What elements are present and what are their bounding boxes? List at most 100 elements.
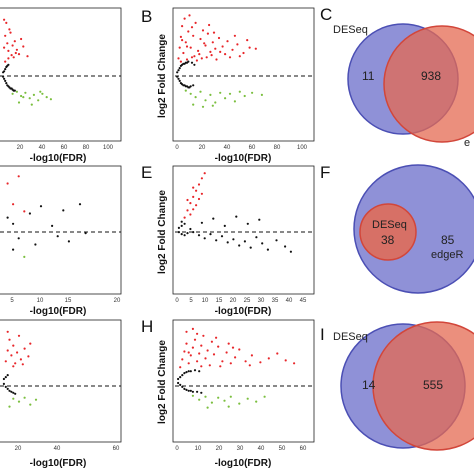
scatter-point (183, 372, 186, 375)
scatter-point (34, 243, 37, 246)
scatter-point (15, 48, 18, 51)
scatter-point (14, 362, 17, 365)
plot-frame (172, 319, 315, 443)
scatter-point (29, 403, 32, 406)
scatter-point (200, 177, 203, 180)
scatter-point (78, 203, 82, 206)
scatter-point (238, 90, 241, 93)
scatter-point (189, 213, 192, 216)
scatter-point (254, 47, 257, 50)
scatter-point (248, 46, 251, 49)
panel-letter: C (320, 5, 332, 24)
scatter-point (19, 358, 22, 361)
scatter-point (246, 222, 249, 225)
plot-frame (0, 165, 122, 295)
scatter-point (3, 46, 6, 49)
scatter-point (234, 356, 237, 359)
scatter-point (204, 99, 207, 102)
panel-F: F DESeq 38 85 edgeR (320, 163, 474, 294)
scatter-point (198, 53, 201, 56)
scatter-point (203, 237, 206, 240)
scatter-point (177, 77, 180, 80)
x-tick-label: 0 (175, 145, 179, 151)
scatter-point (12, 248, 15, 251)
scatter-point (193, 63, 196, 66)
scatter-point (183, 17, 186, 20)
scatter-point (199, 90, 202, 93)
x-axis-title: -log10(FDR) (30, 153, 87, 164)
x-tick-label: 40 (258, 446, 265, 452)
venn-set-label: DESeq (372, 219, 407, 231)
scatter-points (6, 175, 87, 258)
scatter-point (5, 82, 8, 85)
scatter-point (3, 77, 6, 80)
scatter-point (28, 212, 31, 215)
scatter-point (179, 383, 182, 386)
scatter-point (56, 235, 59, 238)
scatter-point (189, 202, 192, 205)
venn-count: 11 (362, 69, 375, 83)
panel-A: 20 40 60 80 100 -log10(FDR) (0, 7, 122, 164)
scatter-point (187, 389, 190, 392)
x-tick-label: 60 (249, 145, 256, 151)
scatter-point (189, 85, 192, 88)
scatter-point (201, 29, 205, 32)
panel-B: B log2 Fold Change 0 20 40 60 80 100 -lo… (141, 7, 315, 164)
x-tick-label: 5 (189, 298, 193, 304)
x-tick-label: 40 (54, 446, 61, 452)
scatter-point (263, 395, 266, 398)
scatter-point (8, 389, 11, 392)
scatter-point (232, 238, 235, 241)
scatter-point (226, 40, 229, 43)
scatter-point (215, 58, 218, 61)
scatter-point (208, 23, 211, 27)
scatter-point (195, 189, 198, 192)
scatter-point (233, 34, 236, 37)
scatter-point (200, 221, 203, 224)
scatter-point (186, 232, 189, 235)
venn-set-circle-red (383, 25, 474, 143)
scatter-point (6, 349, 9, 352)
panel-letter: H (141, 317, 153, 336)
panel-letter: I (320, 325, 325, 344)
scatter-point (185, 388, 188, 391)
x-tick-label: 60 (113, 446, 120, 452)
scatter-point (192, 103, 195, 106)
scatter-point (289, 250, 292, 253)
x-tick-label: 15 (216, 298, 223, 304)
scatter-point (259, 361, 262, 364)
scatter-point (193, 369, 197, 372)
scatter-point (179, 366, 182, 369)
scatter-point (293, 362, 296, 365)
scatter-point (223, 399, 226, 402)
x-tick-label: 100 (103, 145, 114, 151)
scatter-point (225, 351, 228, 354)
scatter-point (258, 218, 261, 221)
scatter-point (177, 231, 180, 234)
panel-C: C DESeq e 11 938 (320, 5, 474, 149)
x-tick-label: 80 (83, 145, 90, 151)
scatter-point (4, 68, 7, 71)
venn-set-circle-red (359, 203, 417, 261)
scatter-point (186, 198, 189, 202)
scatter-point (204, 357, 207, 360)
scatter-point (2, 382, 5, 385)
scatter-point (16, 351, 19, 354)
scatter-point (243, 240, 246, 243)
scatter-point (217, 36, 221, 40)
scatter-point (186, 209, 189, 212)
scatter-point (17, 237, 20, 240)
scatter-point (185, 371, 188, 374)
scatter-point (29, 342, 32, 345)
scatter-point (184, 41, 187, 44)
scatter-point (185, 330, 188, 333)
scatter-point (185, 45, 189, 48)
scatter-point (84, 232, 87, 235)
scatter-point (198, 352, 201, 355)
scatter-point (39, 90, 42, 93)
x-tick-label: 20 (230, 298, 237, 304)
scatter-point (181, 39, 184, 42)
scatter-point (238, 348, 241, 351)
scatter-point (187, 362, 190, 365)
scatter-point (191, 346, 194, 349)
